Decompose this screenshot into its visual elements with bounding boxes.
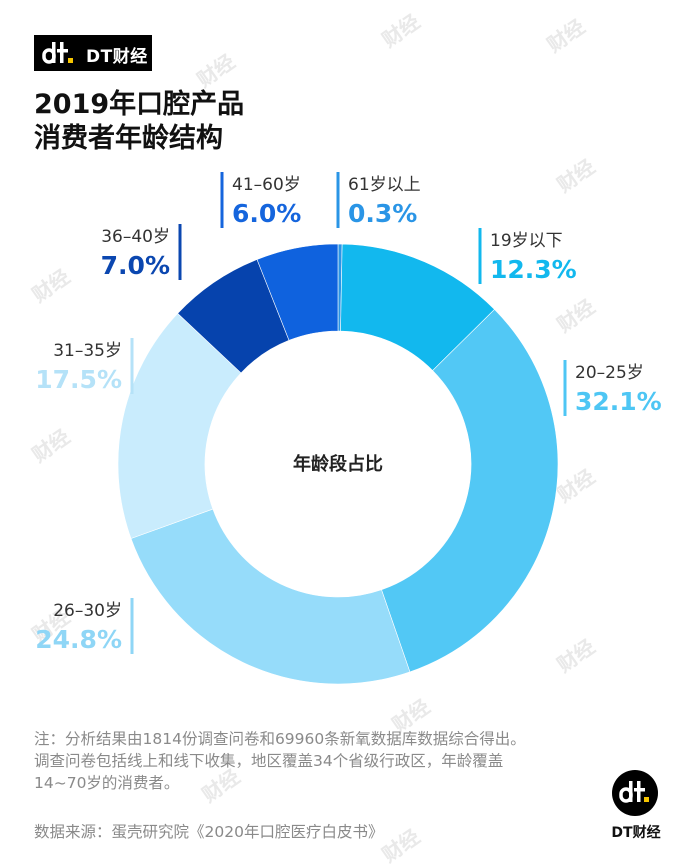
slice-category-label: 36–40岁 <box>101 227 170 247</box>
slice-category-label: 26–30岁 <box>53 601 122 621</box>
pie-slice <box>381 308 559 673</box>
slice-value-label: 7.0% <box>101 251 170 280</box>
slice-label-group: 36–40岁 7.0% <box>101 224 182 280</box>
dt-logo-icon <box>42 42 73 64</box>
slice-label-group: 19岁以下 12.3% <box>478 228 577 284</box>
slice-category-label: 19岁以下 <box>490 231 563 251</box>
slice-value-label: 17.5% <box>35 365 122 394</box>
chart-title: 2019年口腔产品 消费者年龄结构 <box>34 88 244 156</box>
slice-label-group: 31–35岁 17.5% <box>35 338 134 394</box>
data-source: 数据来源：蛋壳研究院《2020年口腔医疗白皮书》 <box>34 823 384 841</box>
slice-value-label: 6.0% <box>232 199 301 228</box>
slice-label-group: 61岁以上 0.3% <box>336 172 421 228</box>
chart-title-line2: 消费者年龄结构 <box>34 123 223 154</box>
pie-slice <box>256 243 339 341</box>
label-bar <box>336 172 340 228</box>
label-bar <box>178 224 182 280</box>
brand-logo: DT财经 <box>34 35 152 71</box>
slice-category-label: 41–60岁 <box>232 175 301 195</box>
label-bar <box>563 360 567 416</box>
footnote-line1: 注：分析结果由1814份调查问卷和69960条新氧数据库数据综合得出。 <box>34 730 526 748</box>
slice-category-label: 20–25岁 <box>575 363 644 383</box>
label-bar <box>130 598 134 654</box>
slice-value-label: 12.3% <box>490 255 577 284</box>
corner-brand-name: DT财经 <box>611 825 661 841</box>
footnote-line3: 14~70岁的消费者。 <box>34 774 180 792</box>
slice-value-label: 32.1% <box>575 387 662 416</box>
chart-title-line1: 2019年口腔产品 <box>34 89 245 120</box>
label-bar <box>130 338 134 394</box>
dt-circle-icon <box>612 770 658 816</box>
slice-category-label: 61岁以上 <box>348 175 421 195</box>
slice-label-group: 26–30岁 24.8% <box>35 598 134 654</box>
brand-name: DT财经 <box>86 47 148 67</box>
dt-mark-icon <box>619 781 649 803</box>
slice-value-label: 24.8% <box>35 625 122 654</box>
label-bar <box>220 172 224 228</box>
footnote-line2: 调查问卷包括线上和线下收集，地区覆盖34个省级行政区，年龄覆盖 <box>34 752 504 770</box>
footnote: 注：分析结果由1814份调查问卷和69960条新氧数据库数据综合得出。 调查问卷… <box>34 728 634 794</box>
center-label: 年龄段占比 <box>293 453 383 475</box>
slice-label-group: 20–25岁 32.1% <box>563 360 662 416</box>
slice-category-label: 31–35岁 <box>53 341 122 361</box>
corner-logo: DT财经 <box>596 770 676 850</box>
label-bar <box>478 228 482 284</box>
slice-label-group: 41–60岁 6.0% <box>220 172 301 228</box>
slice-value-label: 0.3% <box>348 199 417 228</box>
pie-slice <box>130 508 411 685</box>
